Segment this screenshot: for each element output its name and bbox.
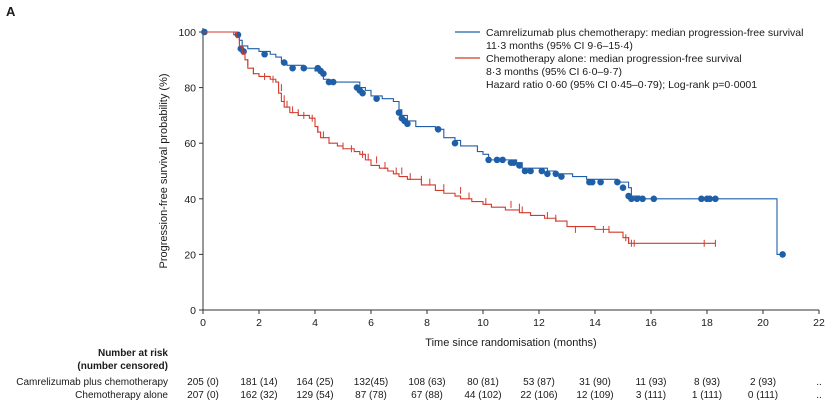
y-tick-label: 0 (190, 305, 196, 317)
censor-dot-camrelizumab (451, 139, 459, 147)
censor-dot-camrelizumab (538, 167, 546, 175)
risk-table-title: (number censored) (77, 361, 168, 372)
censor-dot-camrelizumab (527, 167, 534, 175)
y-tick-label: 20 (184, 249, 196, 261)
censor-dot-camrelizumab (639, 195, 646, 203)
risk-table-title: Number at risk (98, 348, 168, 359)
censor-dot-camrelizumab (779, 251, 786, 258)
risk-cell: 181 (14) (240, 377, 277, 388)
y-axis-label: Progression-free survival probability (%… (158, 73, 170, 268)
censor-dot-camrelizumab (558, 173, 565, 180)
censor-dot-camrelizumab (597, 178, 604, 186)
censor-dot-camrelizumab (320, 70, 327, 77)
panel-label: A (6, 4, 16, 19)
censor-dot-camrelizumab (300, 64, 308, 72)
censor-dot-camrelizumab (698, 195, 705, 203)
x-tick-label: 10 (477, 317, 489, 329)
risk-cell: 87 (78) (355, 390, 387, 401)
censor-dot-camrelizumab (395, 109, 403, 116)
censor-dot-camrelizumab (359, 89, 366, 97)
risk-cell: 53 (87) (523, 377, 555, 388)
censor-dot-camrelizumab (633, 195, 641, 203)
risk-cell: 0 (111) (748, 390, 778, 401)
risk-cell: .. (816, 390, 822, 401)
risk-cell: 207 (0) (187, 390, 219, 401)
risk-cell: 44 (102) (464, 390, 501, 401)
risk-cell: 164 (25) (296, 377, 333, 388)
censor-dot-camrelizumab (373, 95, 380, 103)
risk-cell: 162 (32) (240, 390, 277, 401)
risk-cell: 1 (111) (692, 390, 722, 401)
censor-dot-camrelizumab (552, 170, 560, 178)
risk-cell: 129 (54) (296, 390, 333, 401)
risk-row-label: Camrelizumab plus chemotherapy (16, 377, 168, 388)
x-axis-label: Time since randomisation (months) (425, 337, 596, 349)
x-tick-label: 6 (368, 317, 374, 329)
censor-dot-camrelizumab (280, 59, 288, 66)
y-tick-label: 80 (184, 83, 196, 95)
censor-dot-camrelizumab (521, 167, 529, 175)
risk-cell: 22 (106) (520, 390, 557, 401)
censor-dot-camrelizumab (619, 184, 627, 191)
censor-dot-camrelizumab (404, 120, 411, 128)
risk-row-label: Chemotherapy alone (75, 390, 168, 401)
risk-cell: 108 (63) (408, 377, 445, 388)
risk-cell: 2 (93) (750, 377, 776, 388)
risk-cell: 132(45) (354, 377, 388, 388)
censor-dot-camrelizumab (329, 78, 337, 86)
x-tick-label: 0 (200, 317, 206, 329)
censor-dot-camrelizumab (712, 195, 719, 203)
risk-cell: 80 (81) (467, 377, 499, 388)
risk-table: Number at risk (number censored) Camrelizu… (16, 348, 822, 401)
y-tick-label: 60 (184, 138, 196, 150)
censor-dot-camrelizumab (706, 195, 714, 203)
risk-cell: 31 (90) (579, 377, 611, 388)
risk-cell: 11 (93) (636, 377, 667, 388)
legend-text-chemo: Chemotherapy alone: median progression-f… (486, 53, 742, 65)
censor-dot-camrelizumab (499, 156, 506, 164)
censor-dot-camrelizumab (650, 195, 658, 203)
x-tick-label: 2 (256, 317, 262, 329)
censor-dot-camrelizumab (289, 64, 296, 72)
risk-cell: .. (816, 377, 822, 388)
censor-dot-camrelizumab (544, 170, 551, 178)
x-tick-label: 4 (312, 317, 318, 329)
x-tick-label: 12 (533, 317, 545, 329)
legend-text-chemo: Hazard ratio 0·60 (95% CI 0·45–0·79); Lo… (486, 79, 757, 91)
risk-cell: 3 (111) (636, 390, 666, 401)
legend-text-camrelizumab: Camrelizumab plus chemotherapy: median p… (486, 27, 803, 39)
censor-dot-camrelizumab (588, 178, 596, 186)
y-tick-label: 40 (184, 194, 196, 206)
risk-cell: 8 (93) (694, 377, 720, 388)
chart-legend: Camrelizumab plus chemotherapy: median p… (455, 27, 803, 91)
censor-dot-camrelizumab (516, 162, 523, 169)
censor-dot-camrelizumab (493, 156, 501, 164)
risk-cell: 67 (88) (411, 390, 443, 401)
x-tick-label: 22 (813, 317, 825, 329)
x-tick-label: 20 (757, 317, 769, 329)
censor-dot-camrelizumab (485, 156, 492, 164)
x-tick-label: 8 (424, 317, 430, 329)
censor-dot-camrelizumab (628, 195, 635, 203)
censor-dot-camrelizumab (261, 50, 268, 58)
chart-curves (201, 28, 786, 258)
legend-text-chemo: 8·3 months (95% CI 6·0–9·7) (486, 66, 622, 78)
x-tick-label: 16 (645, 317, 657, 329)
censor-dot-camrelizumab (614, 178, 621, 186)
y-tick-label: 100 (178, 27, 196, 39)
censor-dot-camrelizumab (434, 126, 442, 133)
chart-axes: 0 2 4 6 8 10 12 14 16 18 20 22 0 20 40 60 80 100 (178, 27, 825, 329)
risk-cell: 12 (109) (576, 390, 613, 401)
x-tick-label: 18 (701, 317, 713, 329)
censor-dot-camrelizumab (510, 159, 518, 166)
x-tick-label: 14 (589, 317, 601, 329)
risk-cell: 205 (0) (187, 377, 219, 388)
legend-text-camrelizumab: 11·3 months (95% CI 9·6–15·4) (486, 40, 633, 52)
